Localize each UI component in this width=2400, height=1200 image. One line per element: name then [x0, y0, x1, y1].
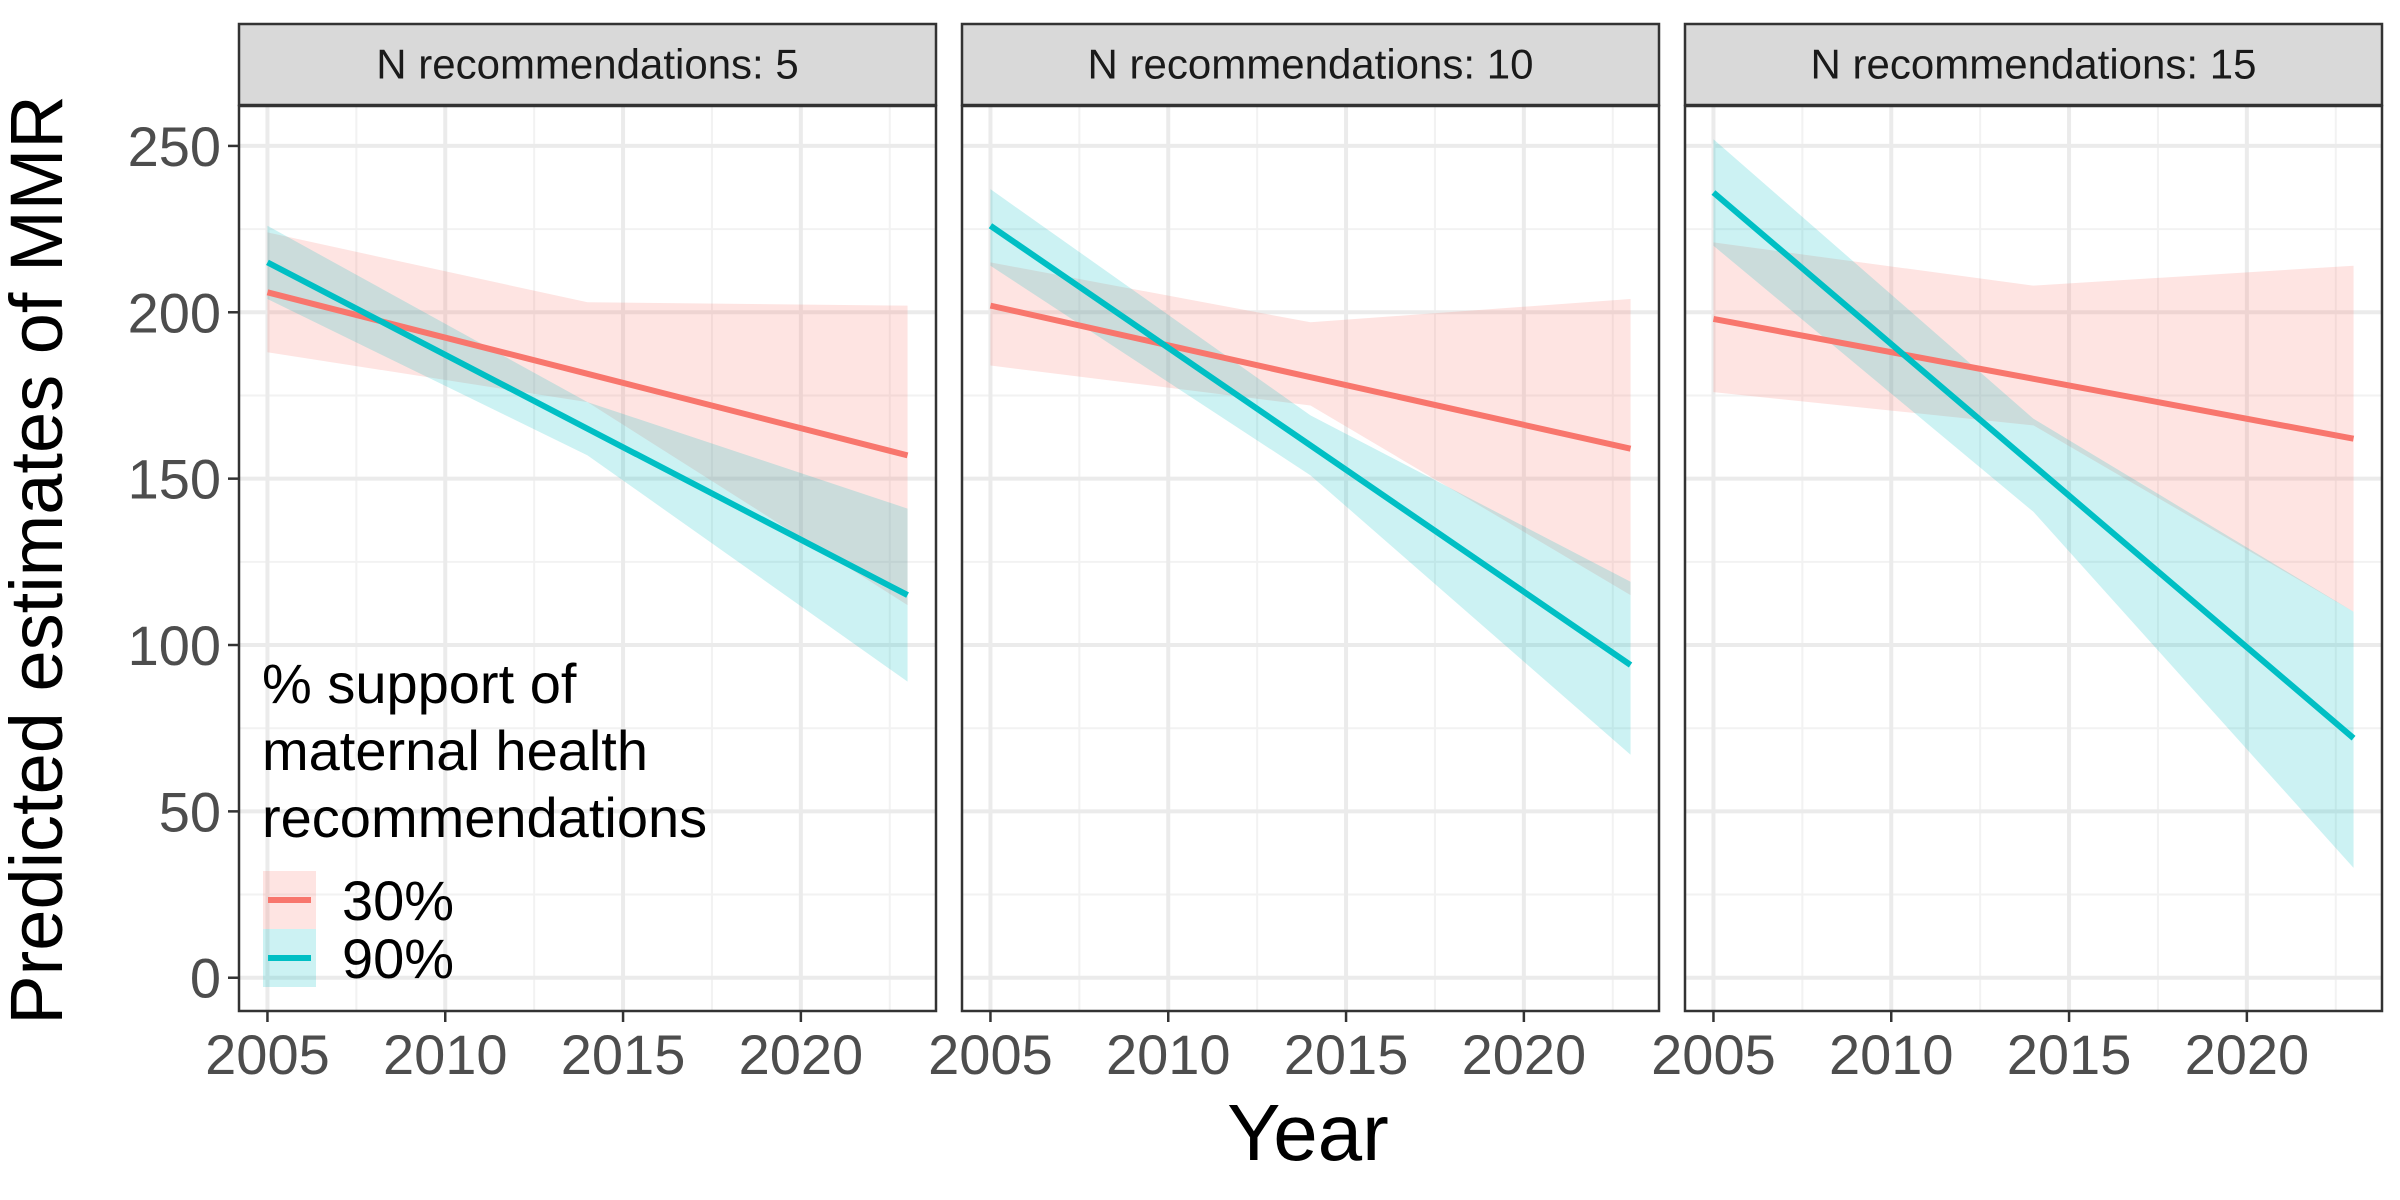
x-tick-label: 2010	[1106, 1023, 1231, 1086]
y-axis-label: Predicted estimates of MMR	[0, 95, 78, 1024]
panel-background	[239, 106, 936, 1011]
facet-strip-label: N recommendations: 10	[1088, 41, 1534, 88]
series-line-90pct	[266, 259, 909, 598]
y-tick-label: 250	[128, 115, 221, 178]
panel-background	[962, 106, 1659, 1011]
confidence-band-30pct	[267, 232, 908, 606]
facet-strip-label: N recommendations: 15	[1811, 41, 2257, 88]
facet-panel: N recommendations: 10 2005 2010 2015 2020	[928, 22, 1661, 1086]
series-line-30pct	[989, 302, 1632, 452]
y-tick-label: 0	[190, 947, 221, 1010]
facet-strip	[1683, 22, 2384, 107]
x-tick-label: 2005	[205, 1023, 330, 1086]
legend-label: 30%	[342, 869, 454, 932]
confidence-band-90pct	[267, 225, 908, 682]
confidence-band-30pct	[990, 262, 1631, 596]
panel-border	[1683, 104, 2384, 1013]
x-tick-label: 2005	[1651, 1023, 1776, 1086]
facet-strip	[960, 22, 1661, 107]
legend-title-line: maternal health	[262, 719, 648, 782]
x-tick-label: 2010	[1829, 1023, 1954, 1086]
legend-title-line: % support of	[262, 652, 577, 715]
y-tick-label: 150	[128, 448, 221, 511]
y-tick-label: 100	[128, 614, 221, 677]
panel-border	[960, 104, 1661, 1013]
legend-title-line: recommendations	[262, 786, 707, 849]
x-tick-label: 2015	[561, 1023, 686, 1086]
x-tick-label: 2005	[928, 1023, 1053, 1086]
x-tick-label: 2020	[2185, 1023, 2310, 1086]
facet-panel: N recommendations: 5 2005 2010 2015 2020	[205, 22, 938, 1086]
facet-panel: N recommendations: 15 2005 2010 2015 2020	[1651, 22, 2384, 1086]
facet-strip	[237, 22, 938, 107]
x-tick-label: 2020	[739, 1023, 864, 1086]
facet-strip-label: N recommendations: 5	[376, 41, 799, 88]
series-line-30pct	[1712, 315, 2355, 442]
series-line-90pct	[988, 223, 1633, 668]
x-tick-label: 2015	[2007, 1023, 2132, 1086]
panel-background	[1685, 106, 2382, 1011]
confidence-band-90pct	[990, 189, 1631, 755]
legend-label: 90%	[342, 927, 454, 990]
y-tick-label: 200	[128, 281, 221, 344]
x-tick-label: 2010	[383, 1023, 508, 1086]
panel-border	[237, 104, 938, 1013]
confidence-band-30pct	[1713, 242, 2354, 612]
series-line-90pct	[1711, 190, 2356, 741]
confidence-band-90pct	[1713, 139, 2354, 868]
y-tick-label: 50	[159, 780, 221, 843]
x-tick-label: 2020	[1462, 1023, 1587, 1086]
x-tick-label: 2015	[1284, 1023, 1409, 1086]
x-axis-label: Year	[1227, 1088, 1389, 1177]
y-axis: 0 50 100 150 200 250	[128, 115, 239, 1010]
